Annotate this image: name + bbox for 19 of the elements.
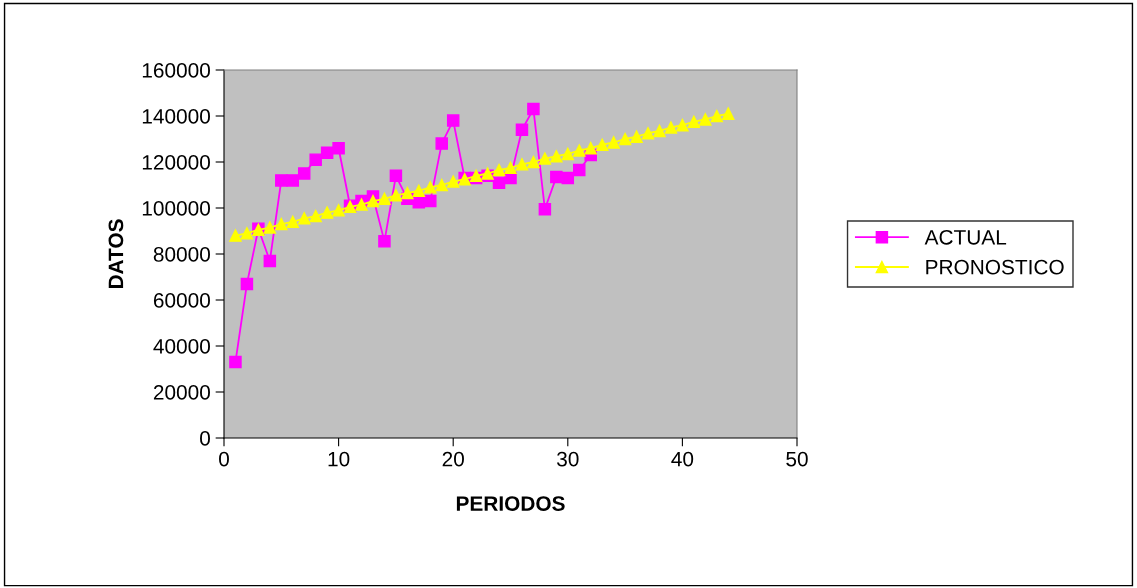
y-tick-label: 40000 [153,339,210,354]
x-tick-label: 10 [328,451,350,467]
legend-label: ACTUAL [924,229,1007,245]
x-tick-label: 50 [786,451,808,467]
y-tick-label: 0 [200,431,210,446]
y-tick-label: 60000 [153,293,210,308]
y-axis-title: DATOS [108,219,124,289]
y-tick-label: 20000 [153,385,210,400]
x-tick-label: 20 [442,451,464,467]
x-axis-title: PERIODOS [456,496,565,511]
legend-label: PRONOSTICO [926,259,1064,275]
y-tick-label: 80000 [153,247,210,262]
y-tick-label: 120000 [142,155,210,170]
x-tick-label: 0 [219,451,229,467]
x-tick-label: 40 [671,451,694,467]
y-tick-label: 140000 [142,109,210,124]
y-tick-label: 160000 [142,63,210,78]
y-tick-label: 100000 [142,201,210,216]
x-tick-label: 30 [557,451,579,467]
